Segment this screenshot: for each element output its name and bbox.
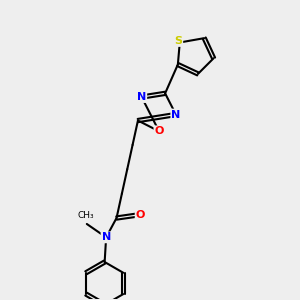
Text: N: N [137, 92, 146, 102]
Text: O: O [136, 210, 145, 220]
Text: S: S [174, 36, 182, 46]
Text: O: O [154, 126, 164, 136]
Text: N: N [171, 110, 181, 119]
Text: N: N [101, 232, 111, 242]
Text: CH₃: CH₃ [77, 212, 94, 220]
